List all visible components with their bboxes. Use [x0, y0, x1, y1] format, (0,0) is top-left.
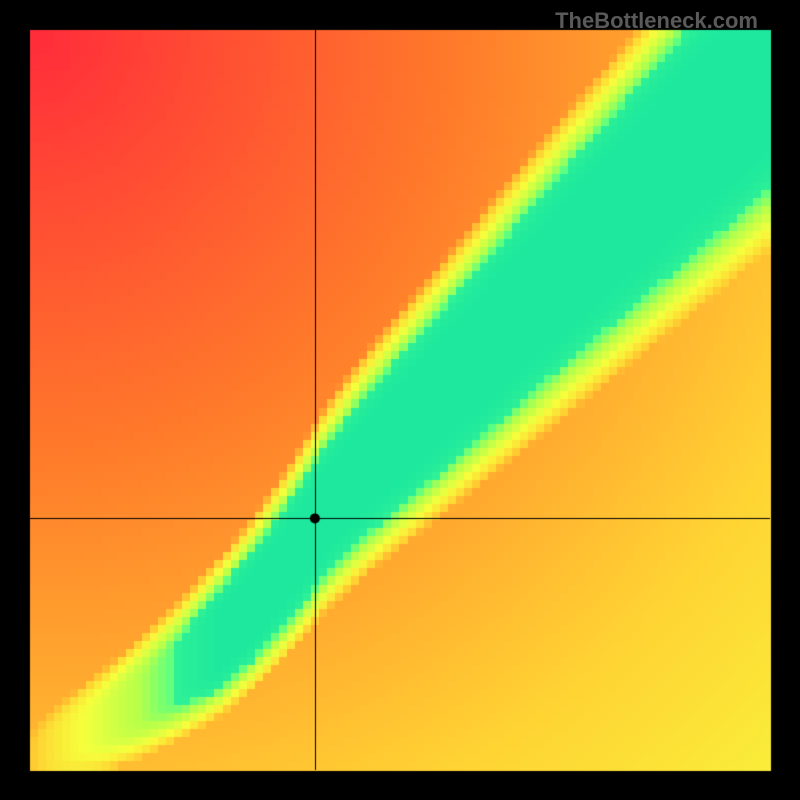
watermark-text: TheBottleneck.com [555, 8, 758, 34]
chart-container: TheBottleneck.com [0, 0, 800, 800]
bottleneck-heatmap [0, 0, 800, 800]
